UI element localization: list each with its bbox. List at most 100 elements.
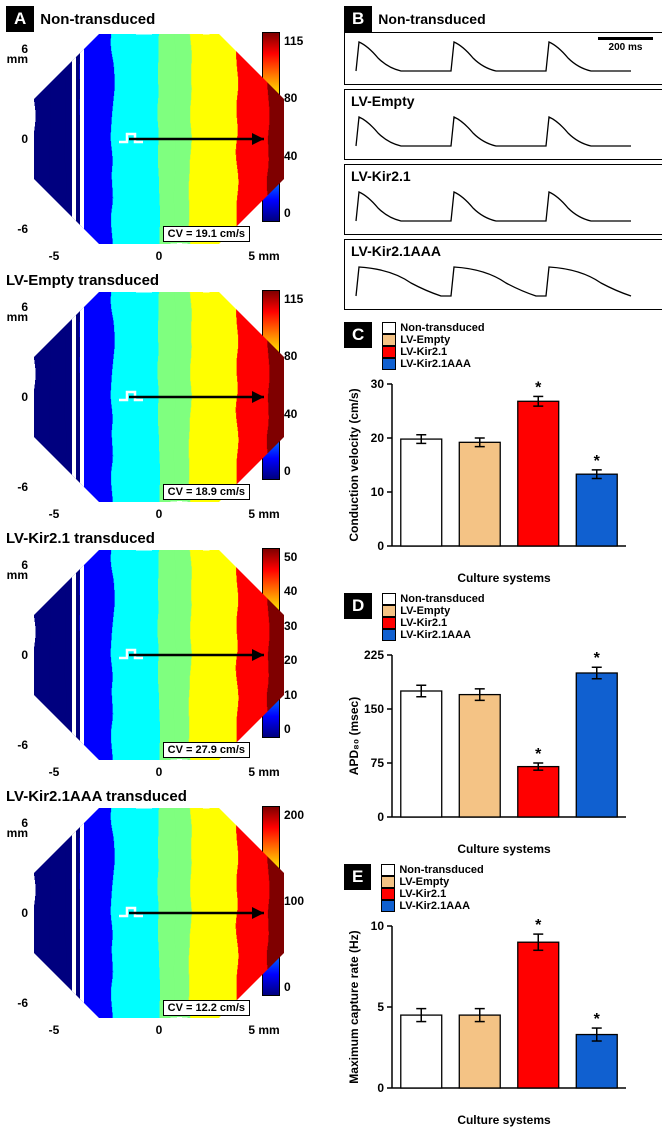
svg-text:APD₈₀ (msec): APD₈₀ (msec) (347, 697, 361, 775)
trace-title: LV-Kir2.1 (351, 168, 657, 184)
heatmap-panel-1: LV-Empty transduced 60-6mm-505 mmCV = 18… (6, 272, 336, 522)
panel-label-D: D (344, 593, 372, 619)
trace-row: LV-Empty (344, 89, 662, 160)
svg-text:-6: -6 (17, 480, 28, 494)
legend-label: LV-Kir2.1AAA (400, 358, 471, 370)
xaxis-label: Culture systems (344, 1113, 662, 1127)
svg-text:*: * (535, 746, 542, 763)
legend-swatch (382, 593, 396, 605)
legend-item: LV-Empty (381, 876, 517, 888)
svg-text:0: 0 (377, 539, 384, 553)
svg-text:5 mm: 5 mm (248, 249, 279, 263)
svg-text:*: * (535, 379, 542, 396)
colorbar-tick: 10 (284, 688, 297, 702)
svg-text:-6: -6 (17, 996, 28, 1010)
legend: Non-transducedLV-EmptyLV-Kir2.1LV-Kir2.1… (382, 322, 662, 370)
legend-swatch (382, 322, 396, 334)
svg-text:-6: -6 (17, 222, 28, 236)
colorbar-tick: 200 (284, 808, 304, 822)
legend-label: LV-Kir2.1AAA (400, 629, 471, 641)
heatmap-title: Non-transduced (40, 11, 155, 28)
legend-item: Non-transduced (382, 322, 517, 334)
xaxis-label: Culture systems (344, 842, 662, 856)
panel-B-traces: BNon-transduced200 msLV-EmptyLV-Kir2.1LV… (344, 6, 662, 314)
svg-text:*: * (594, 453, 601, 470)
panel-E: E Non-transducedLV-EmptyLV-Kir2.1LV-Kir2.… (344, 864, 662, 1127)
barchart-D: 075150225APD₈₀ (msec)** (344, 645, 662, 840)
legend-swatch (381, 876, 395, 888)
svg-text:0: 0 (21, 132, 28, 146)
legend-item: Non-transduced (381, 864, 517, 876)
cv-label: CV = 12.2 cm/s (163, 1000, 250, 1016)
colorbar-tick: 40 (284, 407, 303, 421)
svg-text:-5: -5 (49, 507, 60, 521)
svg-text:0: 0 (377, 1081, 384, 1095)
colorbar-tick: 20 (284, 653, 297, 667)
legend-swatch (381, 864, 395, 876)
right-column: BNon-transduced200 msLV-EmptyLV-Kir2.1LV… (344, 6, 662, 1127)
legend-swatch (382, 629, 396, 641)
heatmap-panel-0: ANon-transduced 60-6mm-505 mmCV = 19.1 c… (6, 6, 336, 264)
colorbar-tick: 30 (284, 619, 297, 633)
colorbar-tick: 50 (284, 550, 297, 564)
legend-label: LV-Kir2.1AAA (399, 900, 470, 912)
heatmap-title: LV-Kir2.1 transduced (6, 530, 155, 547)
svg-text:150: 150 (364, 702, 384, 716)
colorbar-tick: 115 (284, 292, 303, 306)
colorbar-tick: 100 (284, 894, 304, 908)
panel-label-E: E (344, 864, 371, 890)
legend-swatch (382, 334, 396, 346)
svg-text:0: 0 (377, 810, 384, 824)
legend-swatch (381, 900, 395, 912)
legend-swatch (382, 358, 396, 370)
legend-label: Non-transduced (400, 593, 484, 605)
legend: Non-transducedLV-EmptyLV-Kir2.1LV-Kir2.1… (382, 593, 662, 641)
legend-label: LV-Empty (399, 876, 449, 888)
svg-text:mm: mm (7, 52, 28, 66)
svg-text:5 mm: 5 mm (248, 507, 279, 521)
heatmap-title: LV-Empty transduced (6, 272, 159, 289)
svg-text:-6: -6 (17, 738, 28, 752)
colorbar-tick: 0 (284, 722, 297, 736)
trace-title: LV-Empty (351, 93, 657, 109)
trace-row: LV-Kir2.1 (344, 164, 662, 235)
svg-text:0: 0 (156, 507, 163, 521)
colorbar-tick: 80 (284, 349, 303, 363)
panel-label-A: A (6, 6, 34, 32)
legend-item: LV-Kir2.1AAA (382, 358, 517, 370)
left-column: ANon-transduced 60-6mm-505 mmCV = 19.1 c… (6, 6, 336, 1127)
colorbar-tick: 0 (284, 206, 303, 220)
svg-text:mm: mm (7, 568, 28, 582)
legend-swatch (382, 617, 396, 629)
svg-text:Maximum capture rate (Hz): Maximum capture rate (Hz) (347, 930, 361, 1083)
svg-text:75: 75 (371, 756, 385, 770)
legend: Non-transducedLV-EmptyLV-Kir2.1LV-Kir2.1… (381, 864, 662, 912)
panel-D: D Non-transducedLV-EmptyLV-Kir2.1LV-Kir2.… (344, 593, 662, 856)
trace-title: LV-Kir2.1AAA (351, 243, 657, 259)
legend-item: LV-Empty (382, 605, 517, 617)
svg-text:-5: -5 (49, 765, 60, 779)
scalebar: 200 ms (598, 37, 653, 53)
figure-root: ANon-transduced 60-6mm-505 mmCV = 19.1 c… (0, 0, 662, 1133)
colorbar-tick: 80 (284, 91, 303, 105)
svg-text:-5: -5 (49, 249, 60, 263)
svg-text:0: 0 (156, 765, 163, 779)
legend-item: LV-Kir2.1 (382, 346, 517, 358)
cv-label: CV = 18.9 cm/s (163, 484, 250, 500)
legend-item: LV-Kir2.1 (382, 617, 517, 629)
svg-text:30: 30 (371, 377, 385, 391)
heatmap-panel-2: LV-Kir2.1 transduced 60-6mm-505 mmCV = 2… (6, 530, 336, 780)
svg-text:10: 10 (371, 485, 385, 499)
colorbar-tick: 40 (284, 584, 297, 598)
xaxis-label: Culture systems (344, 571, 662, 585)
panel-label-C: C (344, 322, 372, 348)
panel-C: C Non-transducedLV-EmptyLV-Kir2.1LV-Kir2.… (344, 322, 662, 585)
svg-text:Conduction velocity (cm/s): Conduction velocity (cm/s) (347, 388, 361, 541)
svg-text:5 mm: 5 mm (248, 765, 279, 779)
legend-label: Non-transduced (399, 864, 483, 876)
legend-swatch (382, 346, 396, 358)
svg-text:-5: -5 (49, 1023, 60, 1037)
trace-row: LV-Kir2.1AAA (344, 239, 662, 310)
svg-text:0: 0 (21, 390, 28, 404)
svg-text:5 mm: 5 mm (248, 1023, 279, 1037)
